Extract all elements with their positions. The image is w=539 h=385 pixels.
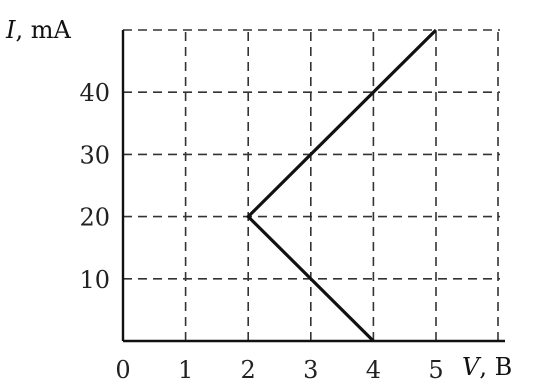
y-axis-unit: , mA — [15, 16, 71, 44]
x-tick-label: 0 — [115, 356, 130, 384]
y-tick-label: 10 — [79, 266, 110, 294]
x-tick-label: 3 — [303, 356, 318, 384]
y-tick-label: 30 — [79, 141, 110, 169]
y-tick-label: 20 — [79, 204, 110, 232]
series — [245, 28, 438, 343]
y-axis-label: I, mA — [5, 16, 72, 44]
x-tick-label: 5 — [428, 356, 443, 384]
x-axis-var: V — [462, 353, 482, 381]
y-axis-var: I — [5, 16, 16, 44]
x-tick-label: 4 — [366, 356, 381, 384]
x-tick-label: 2 — [241, 356, 256, 384]
x-tick-labels: 0 1 2 3 4 5 — [115, 356, 443, 384]
x-tick-label: 1 — [178, 356, 193, 384]
y-tick-label: 40 — [79, 79, 110, 107]
x-axis-unit: , B — [479, 353, 512, 381]
y-tick-labels: 10 20 30 40 — [79, 79, 110, 294]
series-line — [245, 28, 438, 343]
grid — [123, 29, 500, 341]
x-axis-label: V, B — [462, 353, 512, 381]
axes — [121, 30, 505, 343]
